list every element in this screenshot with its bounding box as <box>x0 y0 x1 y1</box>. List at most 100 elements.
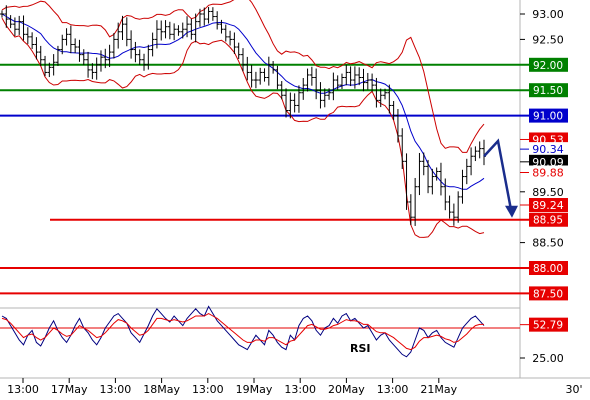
price-bar-46 <box>197 8 202 27</box>
price-bar-98 <box>421 152 426 176</box>
price-bar-70 <box>301 77 306 100</box>
price-bar-77 <box>331 72 336 101</box>
price-bar-87 <box>374 77 379 108</box>
price-bar-18 <box>77 39 82 62</box>
price-bar-89 <box>383 88 388 100</box>
level-tag-label-2: 91.00 <box>533 111 563 123</box>
price-bar-31 <box>133 41 138 63</box>
level-tag-bg-5 <box>529 286 568 301</box>
price-bar-80 <box>344 64 349 86</box>
time-axis-ticks: 30' 13:00 17May 13:00 18May 13:00 19May 13:00 2… <box>7 378 583 396</box>
price-bar-94 <box>404 153 409 210</box>
price-bar-19 <box>81 49 86 66</box>
price-bar-6 <box>25 27 30 44</box>
level-tag-bg-0 <box>529 57 568 72</box>
price-bar-7 <box>30 32 35 50</box>
price-bar-73 <box>314 68 319 100</box>
price-bar-8 <box>34 37 39 60</box>
price-bar-2 <box>8 15 13 29</box>
value-tag-label-3: 89.88 <box>532 166 564 179</box>
price-bar-34 <box>146 44 151 70</box>
price-bar-68 <box>292 93 297 113</box>
rsi-series-1 <box>1 313 484 351</box>
moving-average-line <box>1 13 485 190</box>
price-bar-75 <box>322 88 327 108</box>
price-bar-101 <box>434 167 439 181</box>
price-bar-26 <box>111 32 116 59</box>
bollinger-bands <box>1 0 485 238</box>
price-bar-82 <box>352 66 357 89</box>
price-bars <box>0 5 486 226</box>
price-bar-17 <box>73 38 78 54</box>
price-bar-11 <box>47 62 52 78</box>
rsi-value-tag-bg <box>529 317 568 332</box>
price-bar-102 <box>438 162 443 196</box>
price-bar-112 <box>482 139 486 166</box>
price-bar-57 <box>245 56 250 81</box>
price-bar-54 <box>232 32 237 54</box>
price-bar-20 <box>86 51 91 78</box>
price-bar-107 <box>460 169 465 204</box>
price-bar-64 <box>275 65 280 90</box>
price-bar-0 <box>0 10 4 18</box>
price-bar-106 <box>456 191 461 223</box>
price-bar-35 <box>150 32 155 57</box>
rsi-value-tag-label: 52.79 <box>533 320 563 332</box>
price-bar-105 <box>451 203 456 226</box>
price-bar-76 <box>327 88 332 100</box>
price-bar-37 <box>159 20 164 41</box>
price-bar-109 <box>469 147 474 176</box>
price-bar-32 <box>137 49 142 65</box>
price-bar-42 <box>180 22 185 39</box>
price-bar-12 <box>51 54 56 76</box>
price-bar-111 <box>477 141 482 159</box>
price-bar-60 <box>258 67 263 85</box>
level-tag-label-1: 91.50 <box>533 85 563 97</box>
price-bar-59 <box>253 71 258 89</box>
price-bar-90 <box>387 84 392 114</box>
time-tick-label-4: 13:00 <box>192 383 224 396</box>
price-bar-1 <box>4 5 9 28</box>
time-tick-label-9: 21May <box>420 383 457 396</box>
time-tick-label-2: 13:00 <box>100 383 132 396</box>
value-tag-bg-4 <box>529 198 568 213</box>
time-tick-label-8: 13:00 <box>377 383 409 396</box>
horizontal-levels <box>0 63 529 295</box>
forecast-arrow-head <box>505 205 518 218</box>
price-bar-97 <box>417 152 422 196</box>
level-tag-label-3: 88.95 <box>533 215 563 227</box>
value-tag-bg-2 <box>529 154 568 169</box>
price-bar-104 <box>447 195 452 219</box>
price-bar-110 <box>473 146 478 162</box>
bollinger-upper-line <box>1 0 485 153</box>
price-bar-108 <box>464 158 469 185</box>
price-bar-96 <box>413 177 418 226</box>
price-bar-38 <box>163 20 168 39</box>
rsi-series-0 <box>1 305 485 358</box>
price-bar-55 <box>236 42 241 59</box>
price-bar-39 <box>167 21 172 40</box>
price-bar-62 <box>266 56 271 86</box>
rsi-title: RSI <box>350 342 371 355</box>
price-bar-15 <box>64 28 69 46</box>
price-bar-27 <box>116 22 121 49</box>
price-bar-36 <box>154 20 159 49</box>
price-bar-53 <box>228 30 233 46</box>
level-tag-bg-2 <box>529 108 568 123</box>
price-bar-63 <box>271 61 276 74</box>
forecast-arrow-line <box>483 138 513 210</box>
price-bar-45 <box>193 13 198 43</box>
price-bar-91 <box>391 101 396 121</box>
price-tick-label-2: 89.50 <box>532 186 564 199</box>
price-bar-29 <box>124 17 129 47</box>
price-bar-99 <box>426 159 431 194</box>
time-tick-label-5: 19May <box>236 383 273 396</box>
level-tag-bg-4 <box>529 261 568 275</box>
price-bar-74 <box>318 82 323 109</box>
price-bar-95 <box>408 194 413 225</box>
price-axis-ticks: 93.00 92.50 89.50 88.50 <box>520 8 564 250</box>
price-bar-14 <box>60 34 65 55</box>
price-bar-69 <box>296 85 301 113</box>
